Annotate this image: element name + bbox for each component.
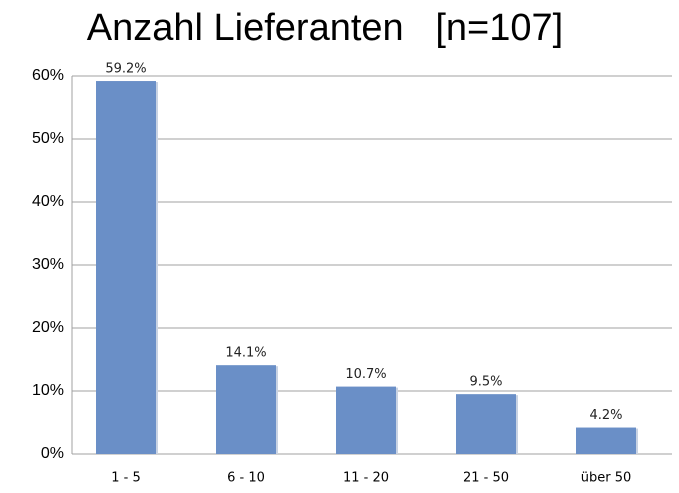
chart-title: Anzahl Lieferanten [n=107]: [87, 7, 563, 49]
x-tick-label: 1 - 5: [111, 471, 141, 486]
y-tick-label: 40%: [32, 193, 64, 210]
y-tick-label: 50%: [32, 130, 64, 147]
y-tick-label: 0%: [41, 445, 64, 462]
x-tick-label: 6 - 10: [227, 471, 265, 486]
bar: [96, 81, 156, 454]
value-label: 9.5%: [469, 375, 502, 390]
value-label: 10.7%: [345, 367, 386, 382]
bar: [456, 394, 516, 454]
value-label: 4.2%: [589, 408, 622, 423]
x-tick-label: 21 - 50: [463, 471, 509, 486]
value-label: 14.1%: [225, 346, 266, 361]
x-tick-label: über 50: [581, 471, 632, 486]
y-tick-label: 60%: [32, 67, 64, 84]
bar: [336, 386, 396, 454]
bar: [216, 365, 276, 454]
y-tick-label: 10%: [32, 382, 64, 399]
y-tick-label: 30%: [32, 256, 64, 273]
x-tick-label: 11 - 20: [343, 471, 389, 486]
y-tick-label: 20%: [32, 319, 64, 336]
bar: [576, 427, 636, 454]
value-label: 59.2%: [105, 62, 146, 77]
